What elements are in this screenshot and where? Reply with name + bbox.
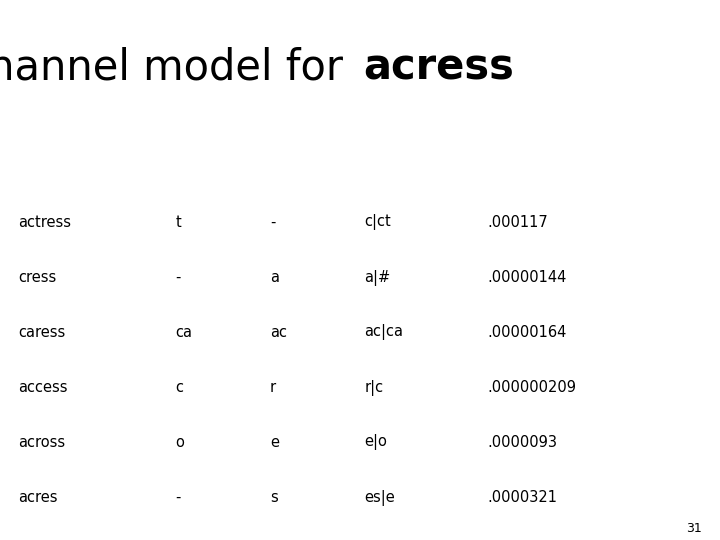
Text: Error
Letter: Error Letter xyxy=(270,135,318,165)
Text: o: o xyxy=(176,435,184,450)
Text: acress: acress xyxy=(364,46,515,89)
Text: .00000164: .00000164 xyxy=(487,325,567,340)
Text: .0000321: .0000321 xyxy=(487,490,557,505)
Text: .000117: .000117 xyxy=(487,215,548,230)
Text: .000000209: .000000209 xyxy=(487,380,576,395)
Text: cress: cress xyxy=(18,270,56,285)
Text: actress: actress xyxy=(18,215,71,230)
Text: Introduction to Information Retrieval: Introduction to Information Retrieval xyxy=(6,9,222,22)
Text: across: across xyxy=(18,435,65,450)
Text: c|ct: c|ct xyxy=(364,214,391,231)
Text: .0000093: .0000093 xyxy=(487,435,557,450)
Text: c: c xyxy=(176,380,184,395)
Text: es|e: es|e xyxy=(364,489,395,505)
Text: r|c: r|c xyxy=(364,380,384,395)
Text: s: s xyxy=(270,490,278,505)
Text: .00000144: .00000144 xyxy=(487,270,567,285)
Text: r: r xyxy=(270,380,276,395)
Text: ac: ac xyxy=(270,325,287,340)
Text: Candidate
Correction: Candidate Correction xyxy=(18,135,100,165)
Text: -: - xyxy=(176,270,181,285)
Text: e: e xyxy=(270,435,279,450)
Text: t: t xyxy=(176,215,181,230)
Text: 31: 31 xyxy=(686,522,702,535)
Text: Correct
Letter: Correct Letter xyxy=(176,135,233,165)
Text: e|o: e|o xyxy=(364,435,387,450)
Text: -: - xyxy=(270,215,275,230)
Text: -: - xyxy=(176,490,181,505)
Text: a: a xyxy=(270,270,279,285)
Text: access: access xyxy=(18,380,68,395)
Text: x|w: x|w xyxy=(364,143,392,157)
Text: Channel model for: Channel model for xyxy=(0,46,356,89)
Text: a|#: a|# xyxy=(364,269,391,286)
Text: ac|ca: ac|ca xyxy=(364,325,403,341)
Text: acres: acres xyxy=(18,490,58,505)
Text: ca: ca xyxy=(176,325,192,340)
Text: caress: caress xyxy=(18,325,66,340)
Text: P(x|w): P(x|w) xyxy=(487,143,537,157)
